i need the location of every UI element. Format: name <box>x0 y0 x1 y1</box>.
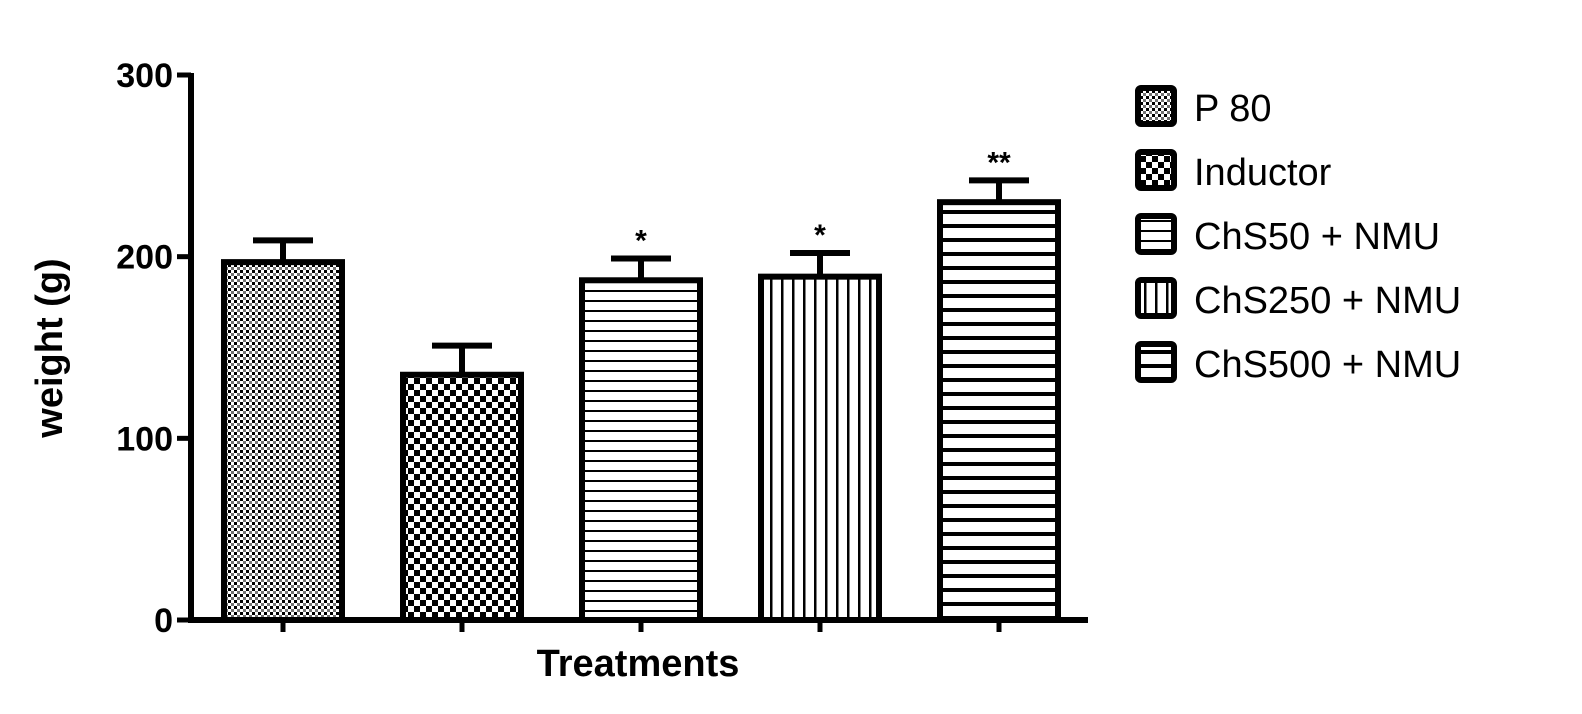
y-tick-label: 200 <box>116 239 173 277</box>
legend-label: P 80 <box>1194 88 1271 130</box>
significance-label: ** <box>987 146 1011 179</box>
legend-label: ChS500 + NMU <box>1194 344 1461 386</box>
legend-swatch <box>1135 277 1177 319</box>
legend-swatch <box>1135 85 1177 127</box>
legend-label: Inductor <box>1194 152 1332 194</box>
significance-label: * <box>814 219 826 252</box>
y-tick-label: 100 <box>116 420 173 458</box>
y-tick-label: 300 <box>116 57 173 95</box>
y-axis-title: weight (g) <box>29 258 71 438</box>
bar <box>758 273 882 623</box>
legend-label: ChS250 + NMU <box>1194 280 1461 322</box>
bars: * *** <box>221 146 1061 624</box>
legend-swatch <box>1135 341 1177 383</box>
bar <box>937 199 1061 624</box>
legend-swatch <box>1135 149 1177 191</box>
x-axis-title: Treatments <box>537 643 740 685</box>
bar <box>221 259 345 623</box>
bar <box>400 371 524 623</box>
bar <box>579 277 703 623</box>
legend-label: ChS50 + NMU <box>1194 216 1440 258</box>
legend-swatch <box>1135 213 1177 255</box>
significance-label: * <box>635 224 647 257</box>
legend: P 80 Inductor ChS50 + NMU ChS250 + NMU ChS50… <box>1135 85 1461 386</box>
y-tick-label: 0 <box>154 602 173 640</box>
